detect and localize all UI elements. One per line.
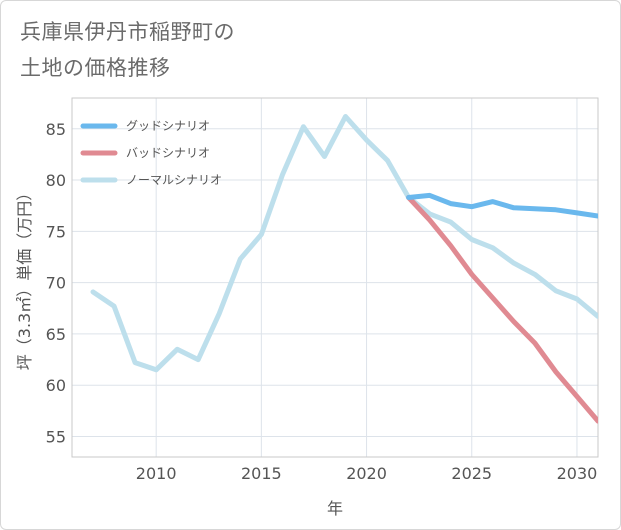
tick-labels: 2010 2015 2020 2025 2030 55 60 65 70 75 80 85 <box>46 120 598 483</box>
legend-label-normal-scenario: ノーマルシナリオ <box>126 173 222 187</box>
y-axis-label: 坪（3.3㎡）単価（万円） <box>15 185 34 370</box>
good-scenario-line <box>406 192 598 219</box>
x-tick-label: 2030 <box>557 464 598 483</box>
y-tick-label: 55 <box>46 427 66 446</box>
plot-area <box>71 97 599 458</box>
y-tick-label: 70 <box>46 274 66 293</box>
x-tick-label: 2025 <box>451 464 492 483</box>
y-tick-label: 60 <box>46 376 66 395</box>
chart-title: 兵庫県伊丹市稲野町の 土地の価格推移 <box>20 20 235 80</box>
x-tick-label: 2020 <box>346 464 387 483</box>
bad-scenario-line <box>406 195 598 424</box>
x-tick-label: 2010 <box>136 464 177 483</box>
legend-label-bad-scenario: バッドシナリオ <box>126 146 210 160</box>
normal-scenario-line <box>90 114 598 373</box>
y-tick-label: 65 <box>46 325 66 344</box>
x-axis-label: 年 <box>327 499 343 518</box>
y-tick-label: 80 <box>46 171 66 190</box>
x-tick-label: 2015 <box>241 464 282 483</box>
series-layer <box>90 114 598 424</box>
y-tick-label: 75 <box>46 222 66 241</box>
legend-label-good-scenario: グッドシナリオ <box>126 119 210 133</box>
y-tick-label: 85 <box>46 120 66 139</box>
